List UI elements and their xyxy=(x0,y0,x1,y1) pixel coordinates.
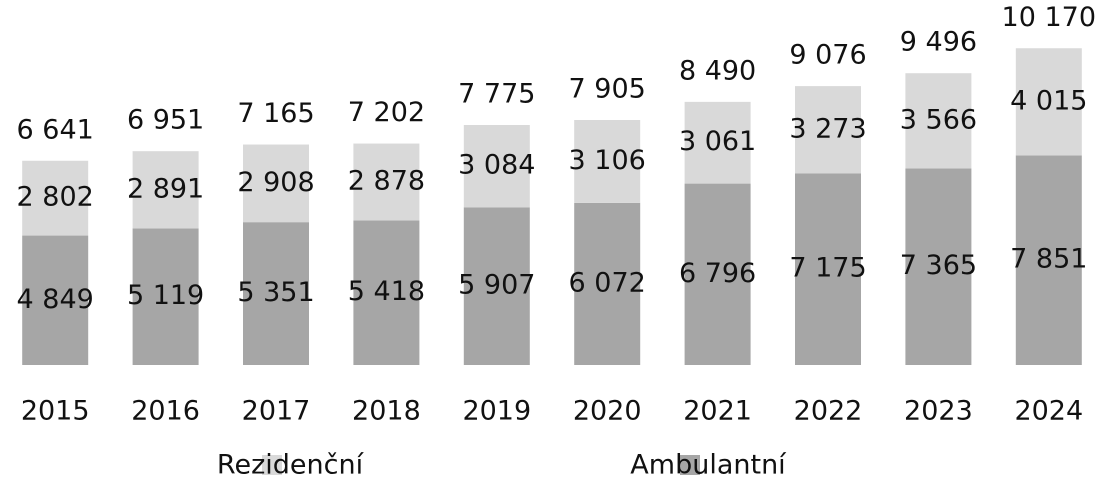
total-label: 7 775 xyxy=(458,78,535,109)
value-label: 2 908 xyxy=(237,167,314,198)
legend-swatch xyxy=(262,455,282,475)
total-label: 9 076 xyxy=(789,40,866,71)
x-tick-label: 2021 xyxy=(683,396,752,427)
bar-segment xyxy=(22,160,89,236)
bar-segment xyxy=(905,168,972,365)
bar-segment xyxy=(353,220,420,365)
legend-label: Ambulantní xyxy=(630,450,787,480)
value-label: 7 851 xyxy=(1010,244,1087,275)
bar-segment xyxy=(574,120,641,203)
total-label: 10 170 xyxy=(1002,2,1096,33)
value-label: 6 072 xyxy=(569,267,646,298)
total-label: 7 202 xyxy=(348,97,425,128)
value-label: 5 119 xyxy=(127,280,204,311)
value-label: 3 061 xyxy=(679,126,756,157)
bar-segment xyxy=(1015,48,1082,156)
bar-segment xyxy=(132,151,199,229)
bar-segment xyxy=(795,173,861,365)
bar-segment xyxy=(684,183,751,365)
bar-segment xyxy=(463,207,530,365)
value-label: 6 796 xyxy=(679,258,756,289)
bar-segment xyxy=(795,86,861,174)
bar-segment xyxy=(905,73,972,169)
value-label: 2 802 xyxy=(17,182,94,213)
legend-swatch xyxy=(680,455,700,475)
bar-segment xyxy=(132,228,199,365)
value-label: 3 106 xyxy=(569,145,646,176)
bar-segment xyxy=(22,235,89,365)
value-label: 2 878 xyxy=(348,165,425,196)
x-tick-label: 2016 xyxy=(131,396,200,427)
x-tick-label: 2024 xyxy=(1014,396,1083,427)
bar-segment xyxy=(684,101,751,184)
x-tick-label: 2015 xyxy=(21,396,90,427)
value-label: 5 418 xyxy=(348,276,425,307)
x-tick-label: 2020 xyxy=(573,396,642,427)
total-label: 7 905 xyxy=(569,74,646,105)
bar-segment xyxy=(574,202,641,365)
total-label: 8 490 xyxy=(679,55,756,86)
value-label: 4 015 xyxy=(1010,85,1087,116)
bar-segment xyxy=(1015,155,1082,365)
total-label: 9 496 xyxy=(900,27,977,58)
value-label: 4 849 xyxy=(17,284,94,315)
value-label: 7 365 xyxy=(900,250,977,281)
bar-segment xyxy=(243,144,309,223)
x-tick-label: 2018 xyxy=(352,396,421,427)
value-label: 3 084 xyxy=(458,150,535,181)
bar-segment xyxy=(353,143,420,221)
legend-label: Rezidenční xyxy=(217,450,365,480)
value-label: 2 891 xyxy=(127,173,204,204)
value-label: 5 351 xyxy=(237,277,314,308)
x-tick-label: 2022 xyxy=(794,396,863,427)
bar-segment xyxy=(243,222,309,365)
total-label: 7 165 xyxy=(237,98,314,129)
bar-segment xyxy=(463,124,530,208)
x-tick-label: 2019 xyxy=(462,396,531,427)
total-label: 6 641 xyxy=(17,114,94,145)
total-label: 6 951 xyxy=(127,105,204,136)
value-label: 7 175 xyxy=(789,253,866,284)
value-label: 5 907 xyxy=(458,270,535,301)
x-tick-label: 2017 xyxy=(242,396,311,427)
value-label: 3 273 xyxy=(789,113,866,144)
x-tick-label: 2023 xyxy=(904,396,973,427)
value-label: 3 566 xyxy=(900,104,977,135)
